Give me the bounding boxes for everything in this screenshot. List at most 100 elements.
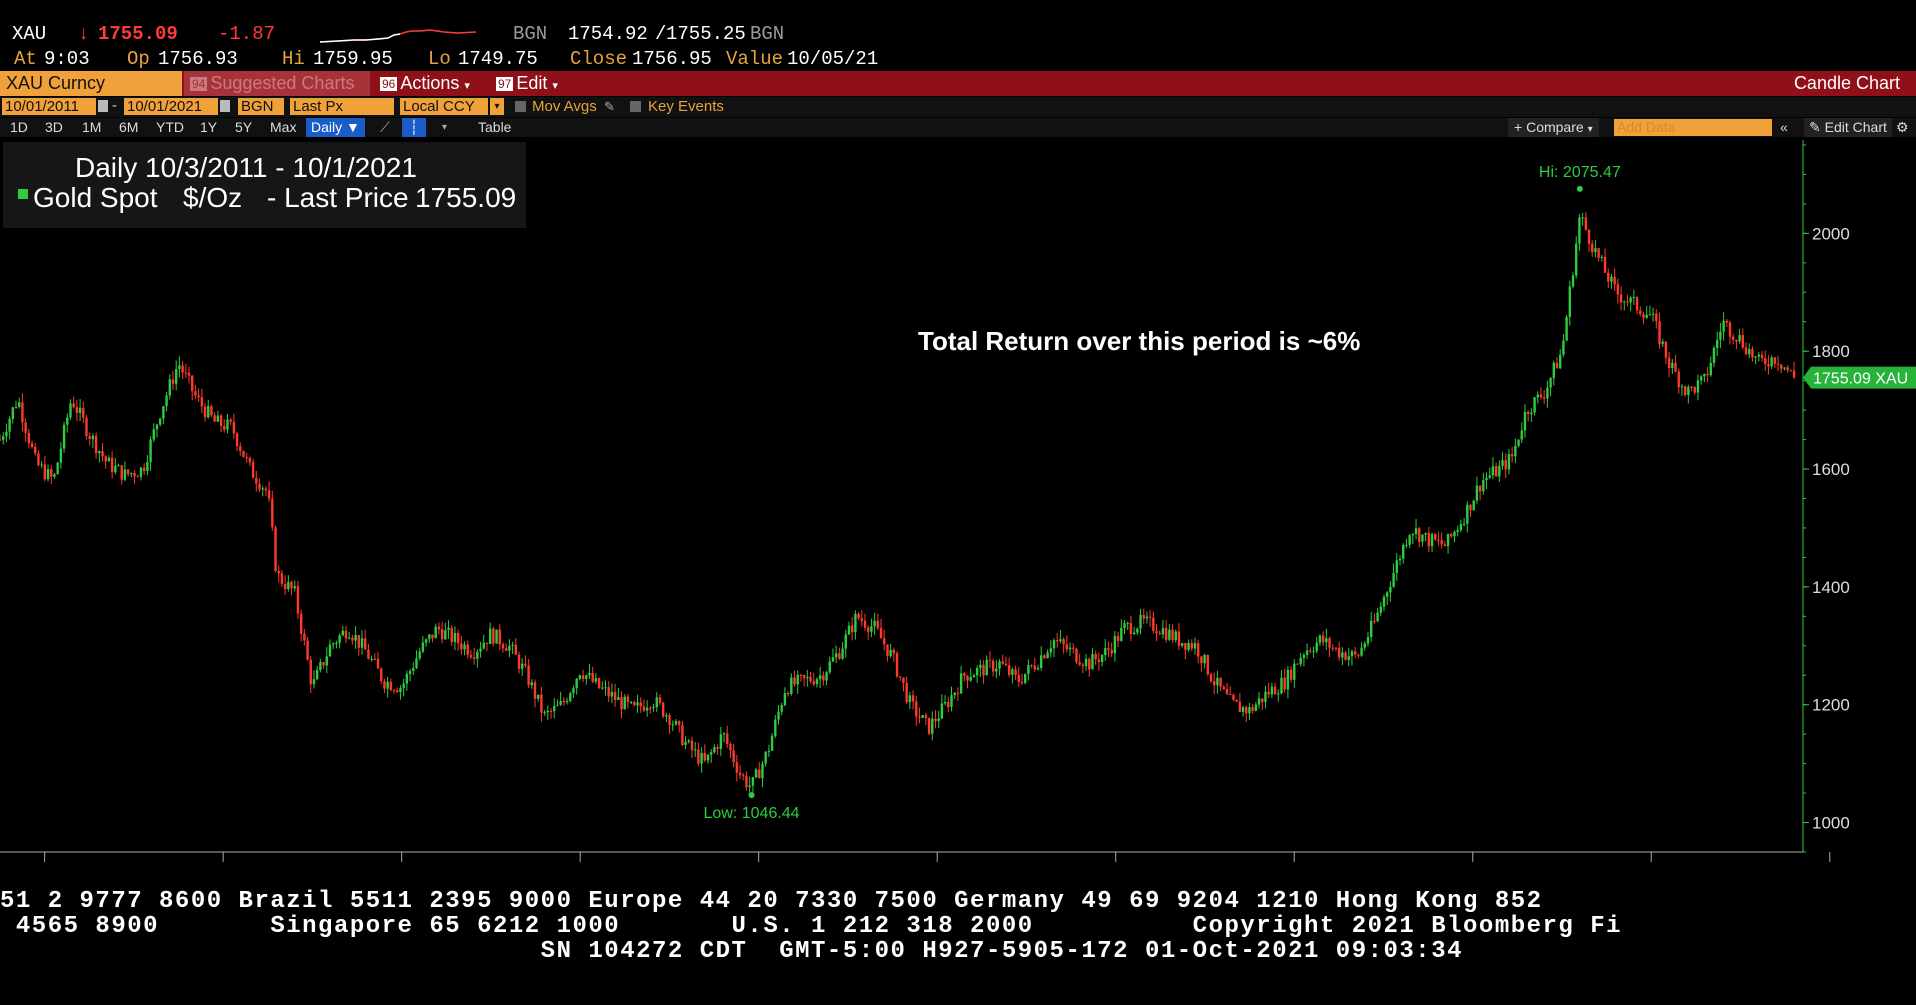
candle-body [799, 674, 803, 676]
candle-body [758, 769, 761, 779]
candle-chart-icon[interactable]: ┆ [402, 118, 426, 137]
candle-body [559, 701, 562, 705]
candle-body [1437, 539, 1440, 541]
candle-body [1328, 638, 1331, 648]
mov-avgs-label[interactable]: Mov Avgs [532, 98, 597, 115]
source-field[interactable]: BGN [238, 98, 284, 115]
candle-body [399, 688, 402, 692]
candle-body [504, 648, 508, 651]
period-ytd[interactable]: YTD [156, 119, 184, 135]
candle-body [1309, 650, 1312, 652]
candle-body [1094, 654, 1097, 660]
candle-body [367, 649, 370, 659]
candle-body [1116, 636, 1120, 641]
candle-body [261, 488, 264, 490]
candle-body [142, 467, 146, 472]
candle-body [66, 417, 69, 425]
candle-body [1706, 373, 1709, 376]
gear-icon[interactable]: ⚙ [1896, 119, 1909, 135]
candle-body [601, 687, 604, 689]
suggested-charts-button[interactable]: 94 Suggested Charts [184, 71, 370, 96]
candle-body [415, 658, 418, 669]
candle-body [501, 644, 505, 649]
candle-body [1027, 664, 1030, 674]
collapse-icon[interactable]: « [1780, 119, 1788, 135]
candle-body [937, 718, 940, 722]
value-label: Value [726, 48, 784, 70]
period-5y[interactable]: 5Y [235, 119, 253, 135]
candle-body [521, 663, 524, 669]
period-1d[interactable]: 1D [10, 119, 28, 135]
candle-body [764, 751, 767, 764]
candle-body [1389, 586, 1392, 593]
end-date-field[interactable]: 10/01/2021 [124, 98, 218, 115]
candle-body [876, 620, 880, 629]
series-swatch [18, 189, 28, 199]
frequency-select[interactable]: Daily ▼ [306, 118, 365, 137]
candle-body [1754, 356, 1757, 358]
period-3d[interactable]: 3D [45, 119, 63, 135]
candle-body [1107, 648, 1110, 650]
candle-body [1629, 297, 1632, 303]
candle-body [1100, 655, 1104, 663]
chevron-down-icon[interactable]: ▾ [442, 122, 448, 133]
candle-body [774, 719, 777, 736]
candle-body [1578, 217, 1581, 244]
candle-body [899, 676, 902, 678]
candle-body [1440, 539, 1443, 545]
candle-body [953, 692, 956, 696]
candle-body [1164, 628, 1168, 640]
currency-select[interactable]: Local CCY [400, 98, 488, 115]
line-chart-icon[interactable]: ⟋ [380, 119, 390, 135]
field-select[interactable]: Last Px [290, 98, 394, 115]
candle-body [200, 397, 204, 407]
candle-body [1405, 544, 1408, 546]
candle-body [421, 642, 425, 652]
candle-body [1136, 628, 1139, 633]
candle-body [354, 635, 357, 641]
key-events-label[interactable]: Key Events [648, 98, 724, 115]
candle-body [1597, 248, 1600, 258]
candle-body [130, 473, 133, 475]
security-field[interactable]: XAU Curncy [0, 71, 182, 96]
period-max[interactable]: Max [270, 119, 297, 135]
key-events-checkbox[interactable] [630, 101, 641, 112]
candle-body [1155, 630, 1158, 634]
candle-body [88, 436, 91, 440]
candle-body [165, 395, 168, 407]
mov-avgs-checkbox[interactable] [515, 101, 526, 112]
candle-body [617, 697, 620, 701]
candle-body [1530, 412, 1533, 415]
actions-menu[interactable]: 96 Actions ▾ [374, 71, 486, 96]
high-value: 1759.95 [313, 48, 393, 70]
candle-body [812, 681, 815, 685]
period-1y[interactable]: 1Y [200, 119, 218, 135]
candle-body [517, 654, 521, 669]
calendar-icon[interactable] [98, 100, 108, 112]
start-date-field[interactable]: 10/01/2011 [2, 98, 96, 115]
candle-body [1238, 701, 1242, 712]
low-label: Low: 1046.44 [704, 805, 800, 822]
candle-body [1494, 466, 1498, 477]
candle-body [1696, 380, 1700, 393]
compare-button[interactable]: + Compare ▾ [1508, 118, 1599, 137]
candle-body [1411, 534, 1415, 536]
calendar-icon[interactable] [220, 100, 230, 112]
period-1m[interactable]: 1M [82, 119, 102, 135]
pencil-icon[interactable]: ✎ [604, 99, 615, 114]
candle-body [1469, 504, 1472, 511]
candle-body [1424, 532, 1427, 535]
candle-body [569, 693, 572, 702]
candle-body [1776, 363, 1780, 365]
edit-chart-button[interactable]: ✎ Edit Chart [1804, 118, 1892, 137]
candle-body [357, 635, 361, 648]
table-button[interactable]: Table [478, 119, 512, 135]
candle-body [1690, 386, 1693, 388]
edit-menu[interactable]: 97 Edit ▾ [490, 71, 576, 96]
candle-body [1623, 301, 1626, 303]
add-data-input[interactable]: Add Data [1614, 119, 1772, 136]
candle-body [697, 749, 700, 764]
period-6m[interactable]: 6M [119, 119, 139, 135]
chart-type-label: Candle Chart [1793, 73, 1900, 93]
chevron-down-icon[interactable]: ▾ [490, 98, 504, 115]
